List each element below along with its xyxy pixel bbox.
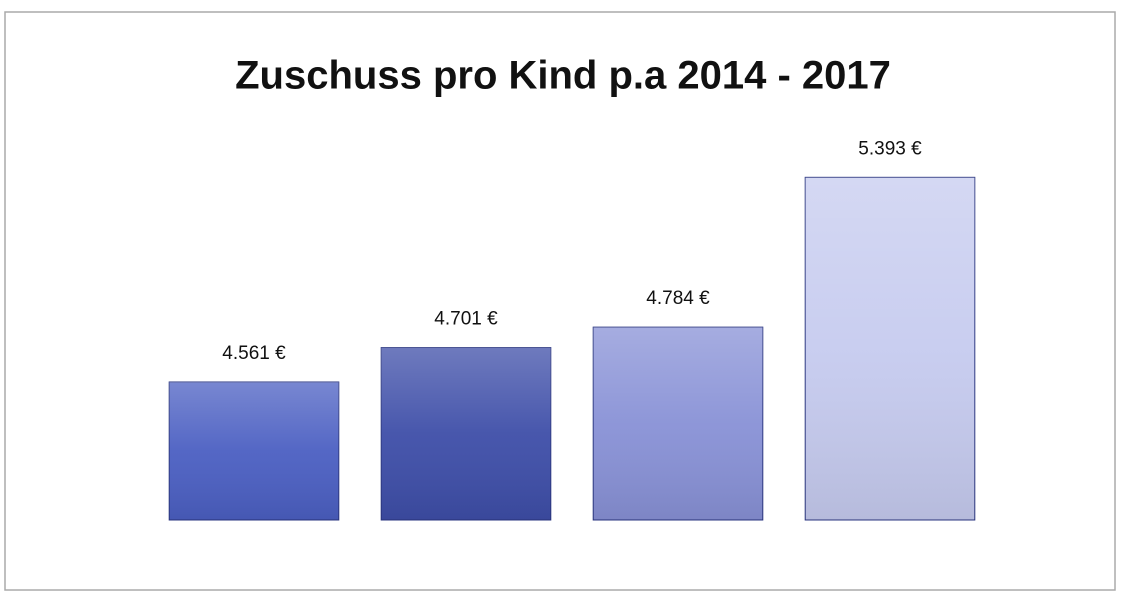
chart-title: Zuschuss pro Kind p.a 2014 - 2017 (235, 54, 891, 98)
bar-shine (169, 381, 339, 520)
value-label: 4.784 € (646, 288, 710, 309)
value-label: 4.701 € (434, 309, 498, 330)
bar-shine (805, 177, 975, 520)
value-label: 4.561 € (222, 343, 286, 364)
value-label: 5.393 € (858, 138, 922, 159)
bar-shine (381, 347, 551, 520)
bar-shine (593, 327, 763, 520)
